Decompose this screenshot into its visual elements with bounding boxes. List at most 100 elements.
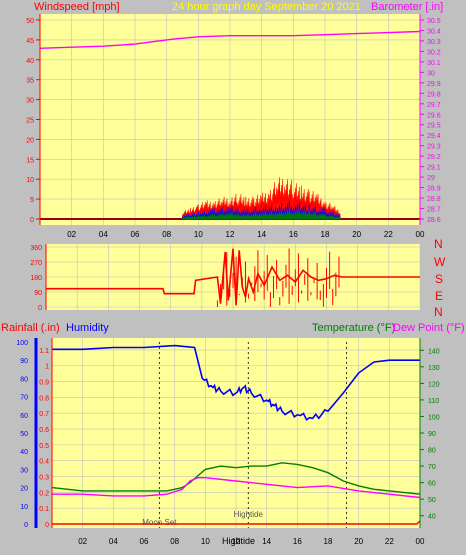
- wind-lull-series: [182, 208, 341, 220]
- direction-tick-label-360: 360: [30, 245, 42, 252]
- wind-x-label-22: 22: [384, 230, 393, 239]
- baro-tick-label-29.6: 29.6: [427, 112, 441, 119]
- rain-tick-label-1: 1: [45, 364, 49, 371]
- temp-tick-label-60: 60: [428, 481, 436, 488]
- wind-x-label-02: 02: [67, 230, 76, 239]
- wind-tick-label-40: 40: [26, 58, 34, 65]
- wind-y-ticks: 0 5 10 15 20 25 30 35 40 45 50: [26, 18, 40, 224]
- temp-tick-label-70: 70: [428, 464, 436, 471]
- temp-tick-label-100: 100: [428, 414, 440, 421]
- baro-tick-label-29: 29: [427, 175, 435, 182]
- humidity-series: [52, 344, 420, 421]
- baro-tick-label-30: 30: [427, 70, 435, 77]
- wind-tick-label-15: 15: [26, 157, 34, 164]
- temp-tick-label-40: 40: [428, 514, 436, 521]
- wind-x-label-12: 12: [226, 230, 235, 239]
- tide-marker-label: Moon Set: [142, 518, 177, 527]
- rain-tick-label-0.2: 0.2: [39, 490, 49, 497]
- rain-tick-label-0.6: 0.6: [39, 427, 49, 434]
- temp-tick-label-110: 110: [428, 398, 439, 405]
- wind-direction-panel: 0 90 180 270 360 N W S E N: [30, 237, 446, 319]
- rain-tick-label-0.5: 0.5: [39, 443, 49, 450]
- temperature-label: Temperature (°F): [312, 322, 395, 334]
- temp-series: [51, 344, 421, 525]
- temperature-series: [51, 462, 421, 495]
- wind-tick-label-0: 0: [30, 217, 34, 224]
- wind-tick-label-25: 25: [26, 118, 34, 125]
- baro-tick-label-29.5: 29.5: [427, 123, 441, 130]
- rain-tick-label-0.1: 0.1: [39, 506, 49, 513]
- barometer-series: [39, 30, 421, 49]
- wind-tick-label-5: 5: [30, 197, 34, 204]
- humidity-tick-label-0: 0: [24, 522, 28, 529]
- wind-x-label-06: 06: [131, 230, 140, 239]
- humidity-tick-label-80: 80: [20, 376, 28, 383]
- humidity-tick-label-90: 90: [20, 358, 28, 365]
- temp-tick-label-80: 80: [428, 448, 436, 455]
- temp-x-label-20: 20: [354, 537, 363, 546]
- temp-x-label-00: 00: [416, 537, 425, 546]
- compass-n-bottom: N: [434, 305, 443, 319]
- humidity-tick-label-20: 20: [20, 486, 28, 493]
- baro-tick-label-29.7: 29.7: [427, 102, 441, 109]
- temp-x-label-08: 08: [170, 537, 179, 546]
- windspeed-label: Windspeed [mph]: [34, 1, 120, 13]
- humidity-tick-label-10: 10: [20, 504, 28, 511]
- compass-e: E: [435, 289, 443, 303]
- rain-tick-label-0.4: 0.4: [39, 459, 49, 466]
- rain-tick-label-0.7: 0.7: [39, 411, 49, 418]
- baro-tick-label-28.9: 28.9: [427, 186, 441, 193]
- baro-tick-label-29.4: 29.4: [427, 133, 441, 140]
- wind-tick-label-30: 30: [26, 98, 34, 105]
- barometer-y-ticks: 28.6 28.7 28.8 28.9 29 29.1 29.2 29.3 29.4 29.5 29…: [420, 18, 441, 224]
- temp-tick-label-50: 50: [428, 497, 436, 504]
- wind-x-label-20: 20: [352, 230, 361, 239]
- baro-tick-label-29.9: 29.9: [427, 81, 441, 88]
- direction-y-ticks: 0 90 180 270 360: [30, 245, 42, 312]
- rain-tick-label-0: 0: [45, 522, 49, 529]
- compass-s: S: [435, 272, 443, 286]
- compass-w: W: [434, 255, 446, 269]
- compass-n-top: N: [434, 237, 443, 251]
- baro-tick-label-28.8: 28.8: [427, 196, 441, 203]
- rainfall-label: Rainfall (.in): [1, 322, 60, 334]
- wind-x-label-14: 14: [257, 230, 266, 239]
- rain-tick-label-0.3: 0.3: [39, 475, 49, 482]
- dew-point-series: [52, 477, 421, 499]
- humidity-label: Humidity: [66, 322, 109, 334]
- temp-x-label-06: 06: [140, 537, 149, 546]
- humidity-tick-label-50: 50: [20, 431, 28, 438]
- wind-x-ticks: 02 04 06 08 10 12 14 16 18 20 22 00: [67, 230, 425, 239]
- temp-tick-label-140: 140: [428, 348, 440, 355]
- compass-labels: N W S E N: [434, 237, 446, 319]
- humidity-y-ticks: 0 10 20 30 40 50 60 70 80 90 100: [16, 340, 28, 529]
- baro-tick-label-30.4: 30.4: [427, 28, 441, 35]
- humidity-tick-label-40: 40: [20, 449, 28, 456]
- baro-tick-label-28.6: 28.6: [427, 217, 441, 224]
- wind-x-label-10: 10: [194, 230, 203, 239]
- temp-x-label-02: 02: [78, 537, 87, 546]
- temp-tick-label-90: 90: [428, 431, 436, 438]
- wind-tick-label-50: 50: [26, 18, 34, 25]
- direction-tick-label-90: 90: [34, 290, 42, 297]
- temp-x-label-14: 14: [262, 537, 271, 546]
- rain-y-ticks: 0 0.1 0.2 0.3 0.4 0.5 0.6 0.7 0.8 0.9 1 1.1: [39, 348, 49, 529]
- temp-x-ticks: 02 04 06 08 10 12 14 16 18 20 22 00: [78, 537, 425, 546]
- temp-tick-label-130: 130: [428, 365, 440, 372]
- temp-tick-label-120: 120: [428, 381, 440, 388]
- wind-x-label-18: 18: [321, 230, 330, 239]
- wind-tick-label-20: 20: [26, 137, 34, 144]
- wind-x-label-00: 00: [416, 230, 425, 239]
- tide-markers: Moon Set Hightide: [142, 342, 347, 528]
- temp-x-label-10: 10: [201, 537, 210, 546]
- wind-series: [39, 30, 421, 220]
- baro-tick-label-30.2: 30.2: [427, 49, 441, 56]
- dewpoint-label: Dew Point (°F): [393, 322, 465, 334]
- baro-tick-label-30.5: 30.5: [427, 18, 441, 25]
- direction-series: [46, 248, 420, 306]
- wind-x-label-08: 08: [162, 230, 171, 239]
- baro-tick-label-29.2: 29.2: [427, 154, 441, 161]
